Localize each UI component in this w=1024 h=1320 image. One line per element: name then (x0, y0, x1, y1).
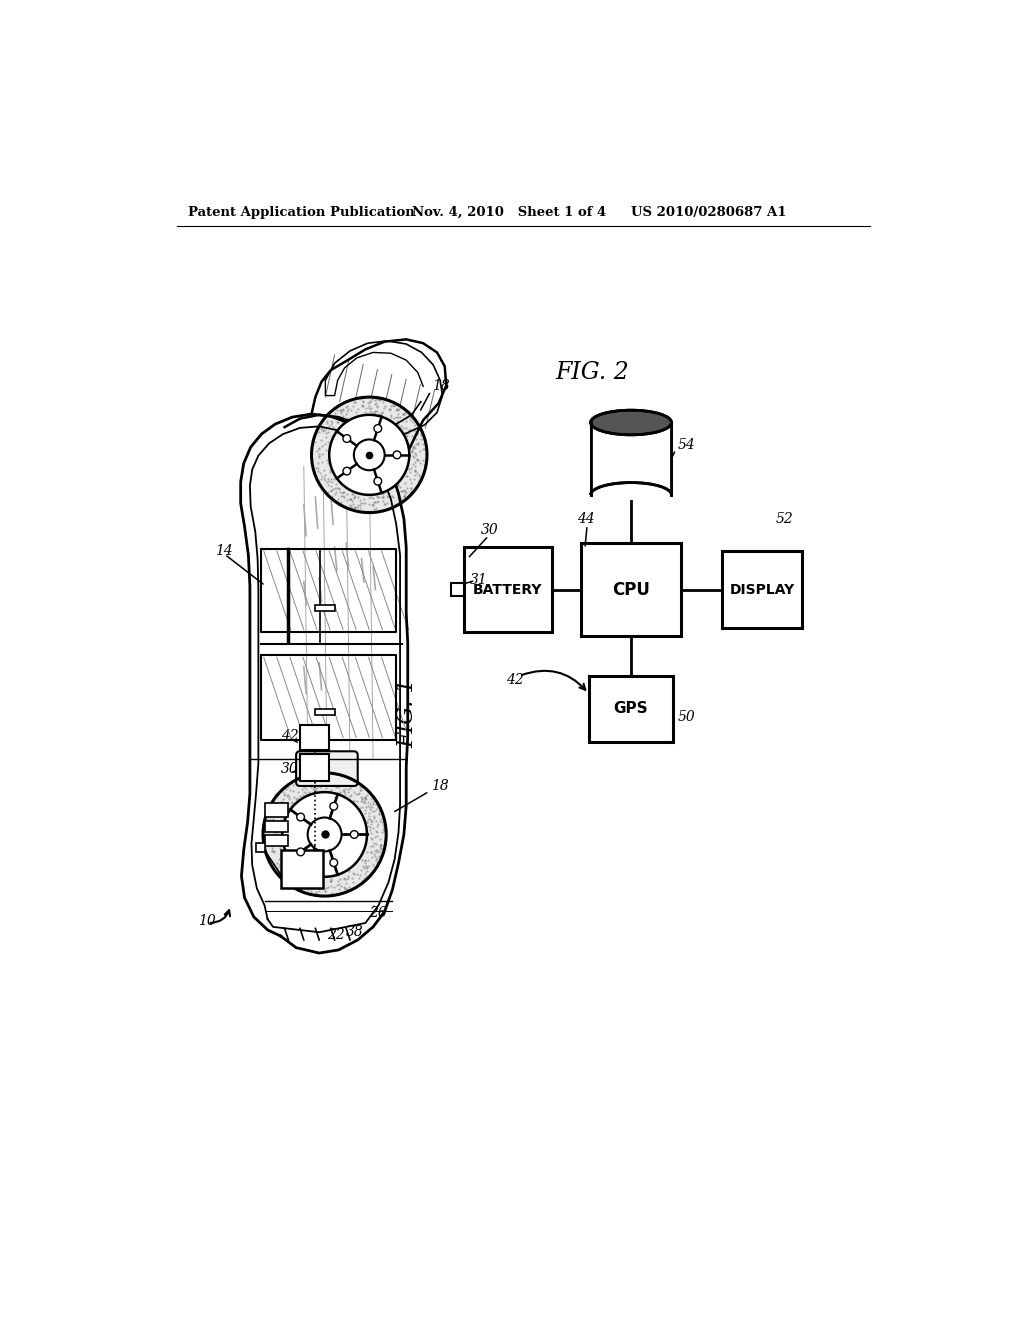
Text: 30: 30 (281, 762, 298, 776)
Text: CPU: CPU (612, 581, 650, 598)
Bar (300, 725, 330, 750)
Text: FIG. 2: FIG. 2 (556, 360, 630, 384)
Text: FIG. 1: FIG. 1 (396, 678, 418, 747)
Text: 44: 44 (578, 512, 595, 525)
Bar (722, 552, 803, 628)
Circle shape (330, 414, 410, 495)
Polygon shape (241, 414, 408, 953)
Bar (581, 544, 681, 636)
Text: 14: 14 (215, 544, 233, 558)
Circle shape (283, 792, 367, 876)
Text: 18: 18 (432, 379, 451, 392)
Text: 26: 26 (370, 906, 387, 920)
Circle shape (311, 397, 427, 512)
Text: 42: 42 (506, 673, 524, 688)
Text: 34: 34 (269, 853, 287, 866)
Bar (265, 821, 289, 832)
Text: 31: 31 (469, 573, 487, 587)
Bar (591, 422, 672, 495)
Text: 39: 39 (273, 795, 291, 808)
Bar (452, 583, 464, 595)
FancyBboxPatch shape (296, 751, 357, 785)
Circle shape (393, 451, 400, 459)
Text: Patent Application Publication: Patent Application Publication (188, 206, 415, 219)
Bar (256, 843, 265, 853)
Text: GPS: GPS (613, 701, 648, 717)
Bar (464, 548, 552, 632)
Circle shape (330, 803, 338, 810)
Circle shape (374, 478, 382, 484)
Text: Nov. 4, 2010   Sheet 1 of 4: Nov. 4, 2010 Sheet 1 of 4 (412, 206, 606, 219)
Circle shape (350, 830, 358, 838)
Text: 30: 30 (481, 523, 499, 536)
Text: 38: 38 (346, 925, 364, 940)
Bar (265, 836, 289, 846)
Text: 18: 18 (431, 779, 449, 793)
Bar (315, 709, 335, 715)
Text: 22: 22 (327, 928, 345, 941)
Text: 10: 10 (199, 913, 216, 928)
Circle shape (297, 847, 304, 855)
Circle shape (343, 434, 350, 442)
Circle shape (374, 425, 382, 433)
Circle shape (330, 859, 338, 866)
Bar (589, 676, 674, 742)
Text: DISPLAY: DISPLAY (729, 582, 795, 597)
Text: 42: 42 (281, 729, 298, 743)
Ellipse shape (591, 411, 672, 434)
Text: BATTERY: BATTERY (473, 582, 543, 597)
Text: 52: 52 (776, 512, 794, 525)
Text: 50: 50 (677, 710, 695, 723)
Circle shape (297, 813, 304, 821)
Bar (300, 754, 330, 780)
Circle shape (343, 467, 350, 475)
Bar (265, 803, 289, 817)
Bar (315, 605, 335, 611)
Bar (281, 850, 323, 888)
Circle shape (263, 774, 386, 896)
Text: US 2010/0280687 A1: US 2010/0280687 A1 (631, 206, 786, 219)
Text: 54: 54 (677, 438, 695, 451)
